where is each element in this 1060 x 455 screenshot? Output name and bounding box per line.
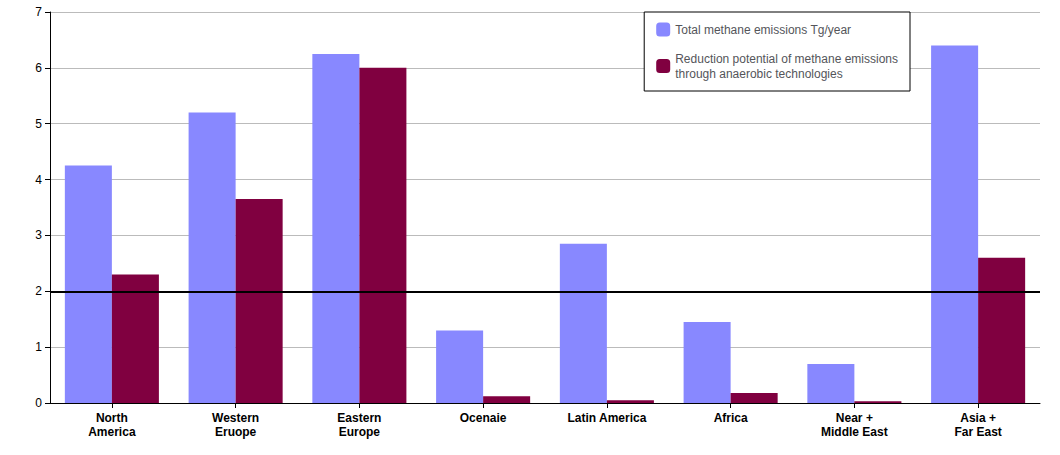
svg-text:Eruope: Eruope bbox=[215, 425, 257, 439]
svg-text:Ocenaie: Ocenaie bbox=[460, 411, 507, 425]
svg-text:1: 1 bbox=[35, 340, 42, 354]
svg-text:4: 4 bbox=[35, 173, 42, 187]
svg-text:3: 3 bbox=[35, 228, 42, 242]
svg-text:America: America bbox=[88, 425, 136, 439]
svg-text:6: 6 bbox=[35, 61, 42, 75]
svg-text:0: 0 bbox=[35, 396, 42, 410]
svg-text:Far East: Far East bbox=[954, 425, 1001, 439]
svg-text:North: North bbox=[96, 411, 128, 425]
svg-text:Near +: Near + bbox=[836, 411, 873, 425]
svg-text:5: 5 bbox=[35, 117, 42, 131]
svg-text:Middle East: Middle East bbox=[821, 425, 888, 439]
svg-text:Reduction potential of methane: Reduction potential of methane emissions bbox=[675, 52, 898, 66]
svg-text:2: 2 bbox=[35, 284, 42, 298]
svg-text:Latin America: Latin America bbox=[567, 411, 646, 425]
svg-text:Eastern: Eastern bbox=[337, 411, 381, 425]
svg-text:through anaerobic technologies: through anaerobic technologies bbox=[675, 67, 842, 81]
svg-text:Europe: Europe bbox=[339, 425, 381, 439]
svg-text:Western: Western bbox=[212, 411, 259, 425]
svg-text:7: 7 bbox=[35, 5, 42, 19]
svg-text:Africa: Africa bbox=[714, 411, 748, 425]
svg-text:Asia +: Asia + bbox=[960, 411, 996, 425]
svg-text:Total methane emissions Tg/yea: Total methane emissions Tg/year bbox=[675, 23, 851, 37]
